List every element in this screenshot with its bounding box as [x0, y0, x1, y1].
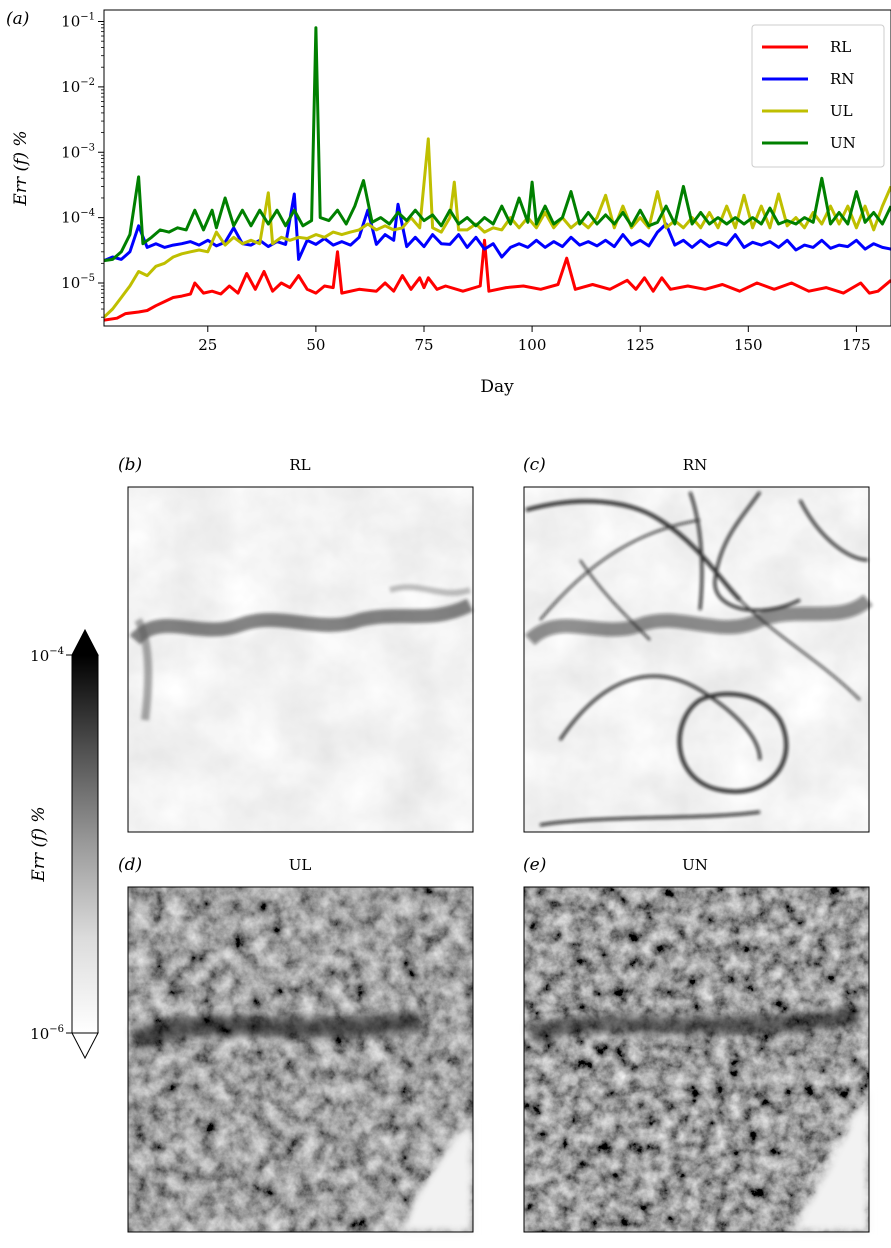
x-tick-label: 100	[518, 336, 547, 354]
panel-title-ul: UL	[289, 856, 312, 874]
y-tick-label: 10−2	[61, 77, 95, 96]
panel-title-rl: RL	[289, 456, 310, 474]
x-axis-ticks: 25 50 75 100 125 150 175	[198, 326, 871, 354]
field-panel-rl: (b) RL	[118, 455, 474, 833]
panel-title-un: UN	[682, 856, 708, 874]
legend: RL RN UL UN	[751, 24, 885, 168]
legend-box	[751, 24, 885, 168]
x-axis-label: Day	[480, 377, 514, 397]
panel-label-a: (a)	[6, 9, 29, 29]
field-panel-un: (e) UN	[523, 855, 870, 1233]
y-tick-label: 10−4	[61, 208, 95, 227]
colorbar-label: Err (f) %	[29, 806, 49, 882]
panel-title-rn: RN	[683, 456, 707, 474]
y-tick-label: 10−1	[61, 12, 95, 31]
series-line-rn	[104, 192, 891, 262]
y-axis-label: Err (f) %	[11, 130, 31, 206]
y-tick-label: 10−3	[61, 142, 95, 161]
x-tick-label: 125	[626, 336, 655, 354]
line-chart: (a) 25 50 75 100 125 150 175 10−510−410−310−21…	[6, 9, 891, 397]
legend-label-un: UN	[830, 134, 856, 152]
x-tick-label: 75	[414, 336, 433, 354]
colorbar-max-label: 10−4	[30, 646, 64, 665]
colorbar-extend-max	[71, 628, 99, 656]
series-line-ul	[104, 137, 891, 319]
colorbar: 10−4 10−6 Err (f) %	[29, 628, 99, 1060]
series-layer	[104, 26, 891, 322]
panel-label-d: (d)	[118, 855, 142, 875]
y-tick-label: 10−5	[61, 273, 95, 292]
panel-label-b: (b)	[118, 455, 142, 475]
legend-label-ul: UL	[830, 102, 853, 120]
colorbar-scale	[71, 654, 99, 1034]
x-tick-label: 50	[306, 336, 325, 354]
colorbar-min-label: 10−6	[30, 1024, 64, 1043]
x-tick-label: 150	[734, 336, 763, 354]
heatmap-un	[524, 887, 869, 1232]
y-axis-ticks: 10−5 10−4 10−3 10−2 10−1	[61, 12, 104, 318]
plot-frame	[103, 9, 891, 327]
x-tick-label: 25	[198, 336, 217, 354]
panel-label-c: (c)	[523, 455, 546, 475]
panel-label-e: (e)	[523, 855, 546, 875]
legend-label-rl: RL	[830, 38, 851, 56]
field-panel-ul: (d) UL	[118, 855, 474, 1233]
legend-label-rn: RN	[830, 70, 854, 88]
colorbar-extend-min	[71, 1032, 99, 1060]
x-tick-label: 175	[842, 336, 871, 354]
series-line-rl	[104, 238, 891, 322]
series-line-un	[104, 26, 891, 263]
field-panel-rn: (c) RN	[523, 455, 873, 833]
heatmap-rl	[128, 487, 473, 832]
heatmap-ul	[128, 887, 473, 1232]
